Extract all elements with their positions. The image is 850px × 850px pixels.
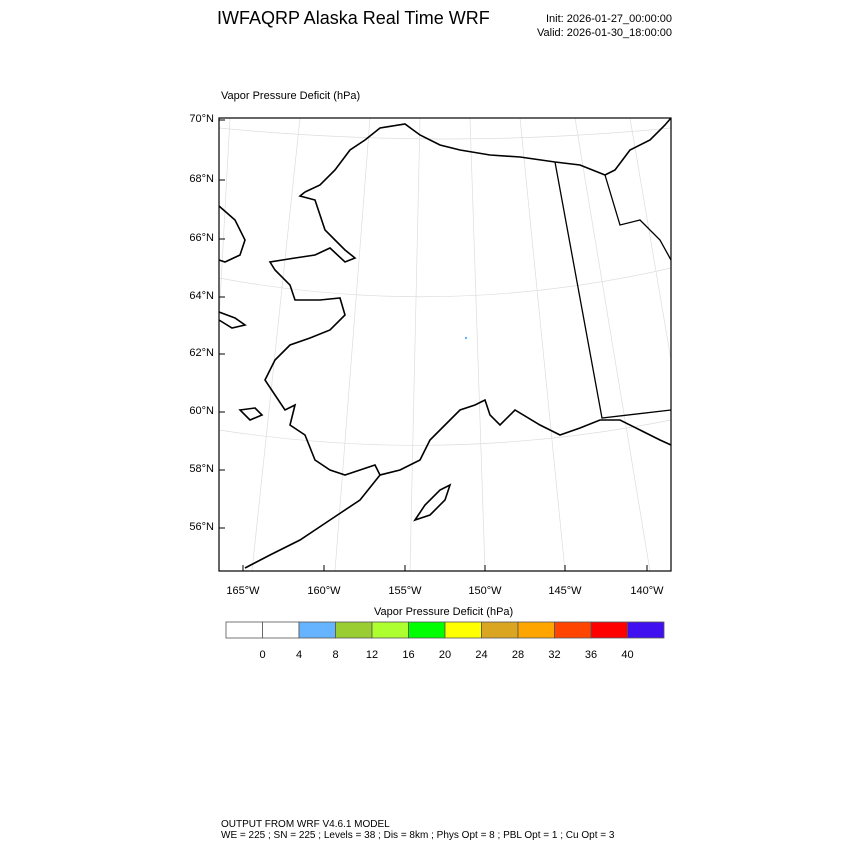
gridline-lat-70 [218,127,672,140]
gridline-lon-155 [409,117,421,572]
coastline-north [304,117,672,193]
gridline-lat-60 [218,419,672,446]
colorbar-swatch [335,621,373,639]
graticule [218,117,672,572]
plot-title: Vapor Pressure Deficit (hPa) [221,90,361,102]
gridline-lon-170 [218,117,231,321]
colorbar-swatch [225,621,263,639]
x-ticks [242,565,648,571]
valid-time: Valid: 2026-01-30_18:00:00 [537,27,672,39]
x-tick-label: 145°W [548,585,582,597]
init-time: Init: 2026-01-27_00:00:00 [546,13,672,25]
x-tick-label: 150°W [468,585,502,597]
footer-line-2: WE = 225 ; SN = 225 ; Levels = 38 ; Dis … [221,830,615,841]
colorbar-swatch [444,621,482,639]
main-title: IWFAQRP Alaska Real Time WRF [217,8,490,28]
colorbar-label: 12 [365,649,379,661]
colorbar-label: 20 [438,649,452,661]
colorbar-swatch [481,621,519,639]
colorbar-label: 32 [548,649,561,661]
gridline-lon-145 [519,117,566,572]
yukon-coast [604,174,672,261]
colorbar-label: 28 [511,649,525,661]
colorbar-swatch [298,621,336,639]
y-tick-label: 66°N [189,232,214,244]
colorbar-label: 36 [584,649,598,661]
y-tick-label: 64°N [189,290,214,302]
colorbar-label: 24 [475,649,488,661]
y-ticks [219,119,225,529]
colorbar-swatch [371,621,409,639]
gridline-lon-150 [469,117,486,572]
y-tick-label: 56°N [189,521,214,533]
y-tick-label: 60°N [189,405,214,417]
x-tick-label: 165°W [226,585,260,597]
gridline-lon-140 [574,117,651,572]
x-tick-label: 140°W [630,585,664,597]
y-tick-label: 62°N [189,347,214,359]
colorbar-label: 4 [295,649,303,661]
colorbar-label: 8 [332,649,339,661]
x-tick-label: 155°W [388,585,422,597]
colorbar-swatch [554,621,592,639]
gridline-lon-135 [629,117,672,361]
colorbar-swatch [627,621,665,639]
colorbar-swatch [262,621,300,639]
colorbar-label: 0 [259,649,266,661]
gridline-lon-160 [334,117,371,572]
colorbar-swatch [408,621,446,639]
colorbar-title: Vapor Pressure Deficit (hPa) [374,606,514,618]
colorbar-swatch [517,621,555,639]
st-lawrence-island [218,311,247,329]
coastline-south [379,398,672,476]
colorbar-swatch [590,621,628,639]
x-tick-label: 160°W [307,585,341,597]
kodiak-island [413,483,452,522]
colorbar-label: 40 [621,649,634,661]
vpd-data-point [464,336,468,340]
colorbar-label: 16 [402,649,415,661]
coastline-west [244,191,381,569]
canada-border [554,161,672,419]
y-tick-label: 68°N [189,173,214,185]
gridline-lon-165 [251,117,301,572]
map-frame [218,117,672,572]
nunivak-island [238,407,264,421]
footer-line-1: OUTPUT FROM WRF V4.6.1 MODEL [221,819,390,830]
y-tick-label: 70°N [189,113,214,125]
gridline-lat-65 [218,267,672,298]
y-tick-label: 58°N [189,463,214,475]
chukotka-coast [218,205,246,263]
colorbar [225,621,665,639]
